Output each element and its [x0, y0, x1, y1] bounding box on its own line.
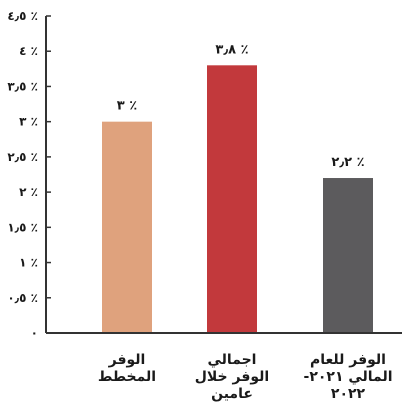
data-label: ٣٫٨ ٪ [215, 42, 248, 57]
bar [207, 65, 257, 334]
bar [323, 178, 373, 333]
category-label: الوفر خلال [195, 369, 269, 385]
y-tick-label: ٢ ٪ [19, 185, 38, 199]
y-tick-label: ٠٫٥ ٪ [7, 291, 38, 305]
category-label: الوفر [108, 352, 146, 368]
data-label: ٣ ٪ [117, 99, 137, 114]
y-tick-label: ٠ [31, 326, 38, 340]
category-label: ٢٠٢٢ [331, 386, 366, 402]
data-label: ٢٫٢ ٪ [331, 155, 364, 170]
y-tick-label: ١٫٥ ٪ [7, 220, 38, 234]
data-labels: ٣ ٪ ٣٫٨ ٪ ٢٫٢ ٪ [117, 42, 365, 170]
y-axis: ٠ ٠٫٥ ٪ ١ ٪ ١٫٥ ٪ ٢ ٪ ٢٫٥ ٪ ٣ ٪ ٣٫٥ ٪ ٤ ٪ ٤٫٥ ٪ [7, 9, 51, 340]
y-tick-label: ٢٫٥ ٪ [7, 150, 38, 164]
category-label: المخطط [98, 369, 156, 385]
category-label: الوفر للعام [310, 352, 386, 368]
bar [102, 121, 152, 334]
y-tick-label: ٣٫٥ ٪ [7, 79, 38, 93]
y-tick-label: ٣ ٪ [19, 115, 38, 129]
y-tick-label: ٤ ٪ [19, 44, 38, 58]
y-tick-label: ١ ٪ [19, 256, 38, 270]
category-label: اجمالي [208, 352, 257, 368]
category-label: عامين [211, 386, 253, 402]
bars [102, 65, 373, 334]
y-tick-label: ٤٫٥ ٪ [7, 9, 38, 23]
category-label: المالي ٢٠٢١- [304, 369, 393, 385]
